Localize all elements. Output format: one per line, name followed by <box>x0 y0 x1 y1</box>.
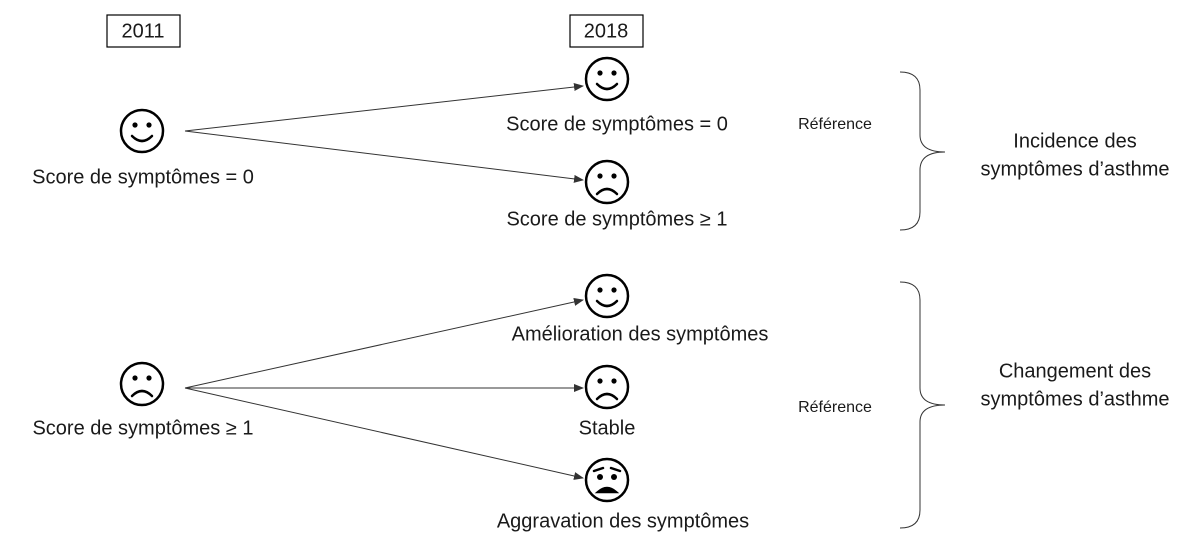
brace <box>899 281 946 529</box>
arrow <box>184 130 584 183</box>
face-worried <box>584 457 630 503</box>
outcome-label: Score de symptômes ≥ 1 <box>506 208 727 230</box>
outcome-label: Amélioration des symptômes <box>512 323 769 345</box>
outcome-label: Score de symptômes = 0 <box>506 113 728 135</box>
reference: Référence <box>798 116 872 133</box>
face-happy <box>584 56 630 102</box>
face-sad <box>584 159 630 205</box>
category: Changement des <box>999 360 1151 382</box>
year: 2011 <box>121 20 164 42</box>
face-happy <box>584 273 630 319</box>
category: symptômes d’asthme <box>981 158 1170 180</box>
source-label: Score de symptômes = 0 <box>32 166 254 188</box>
arrow <box>184 83 584 132</box>
category: symptômes d’asthme <box>981 388 1170 410</box>
reference: Référence <box>798 399 872 416</box>
face-sad <box>584 364 630 410</box>
year: 2018 <box>584 20 629 42</box>
category: Incidence des <box>1013 130 1136 152</box>
source-label: Score de symptômes ≥ 1 <box>32 417 253 439</box>
year-box <box>106 14 181 48</box>
outcome-label: Stable <box>579 417 636 439</box>
face-sad <box>119 361 165 407</box>
brace <box>899 71 946 231</box>
arrow <box>184 387 584 480</box>
year-box <box>569 14 644 48</box>
outcome-label: Aggravation des symptômes <box>497 510 749 532</box>
face-happy <box>119 108 165 154</box>
arrow <box>184 298 584 389</box>
